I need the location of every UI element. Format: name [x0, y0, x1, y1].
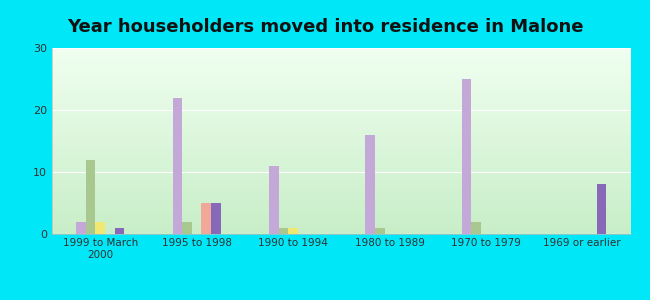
- Bar: [202, 203, 211, 234]
- Bar: [365, 135, 375, 234]
- Bar: [288, 228, 298, 234]
- Bar: [96, 222, 105, 234]
- Bar: [114, 228, 124, 234]
- Bar: [172, 98, 182, 234]
- Bar: [597, 184, 606, 234]
- Bar: [462, 79, 471, 234]
- Text: Year householders moved into residence in Malone: Year householders moved into residence i…: [67, 18, 583, 36]
- Bar: [76, 222, 86, 234]
- Bar: [279, 228, 288, 234]
- Bar: [269, 166, 279, 234]
- Bar: [471, 222, 481, 234]
- Bar: [182, 222, 192, 234]
- Bar: [375, 228, 385, 234]
- Bar: [86, 160, 96, 234]
- Bar: [211, 203, 221, 234]
